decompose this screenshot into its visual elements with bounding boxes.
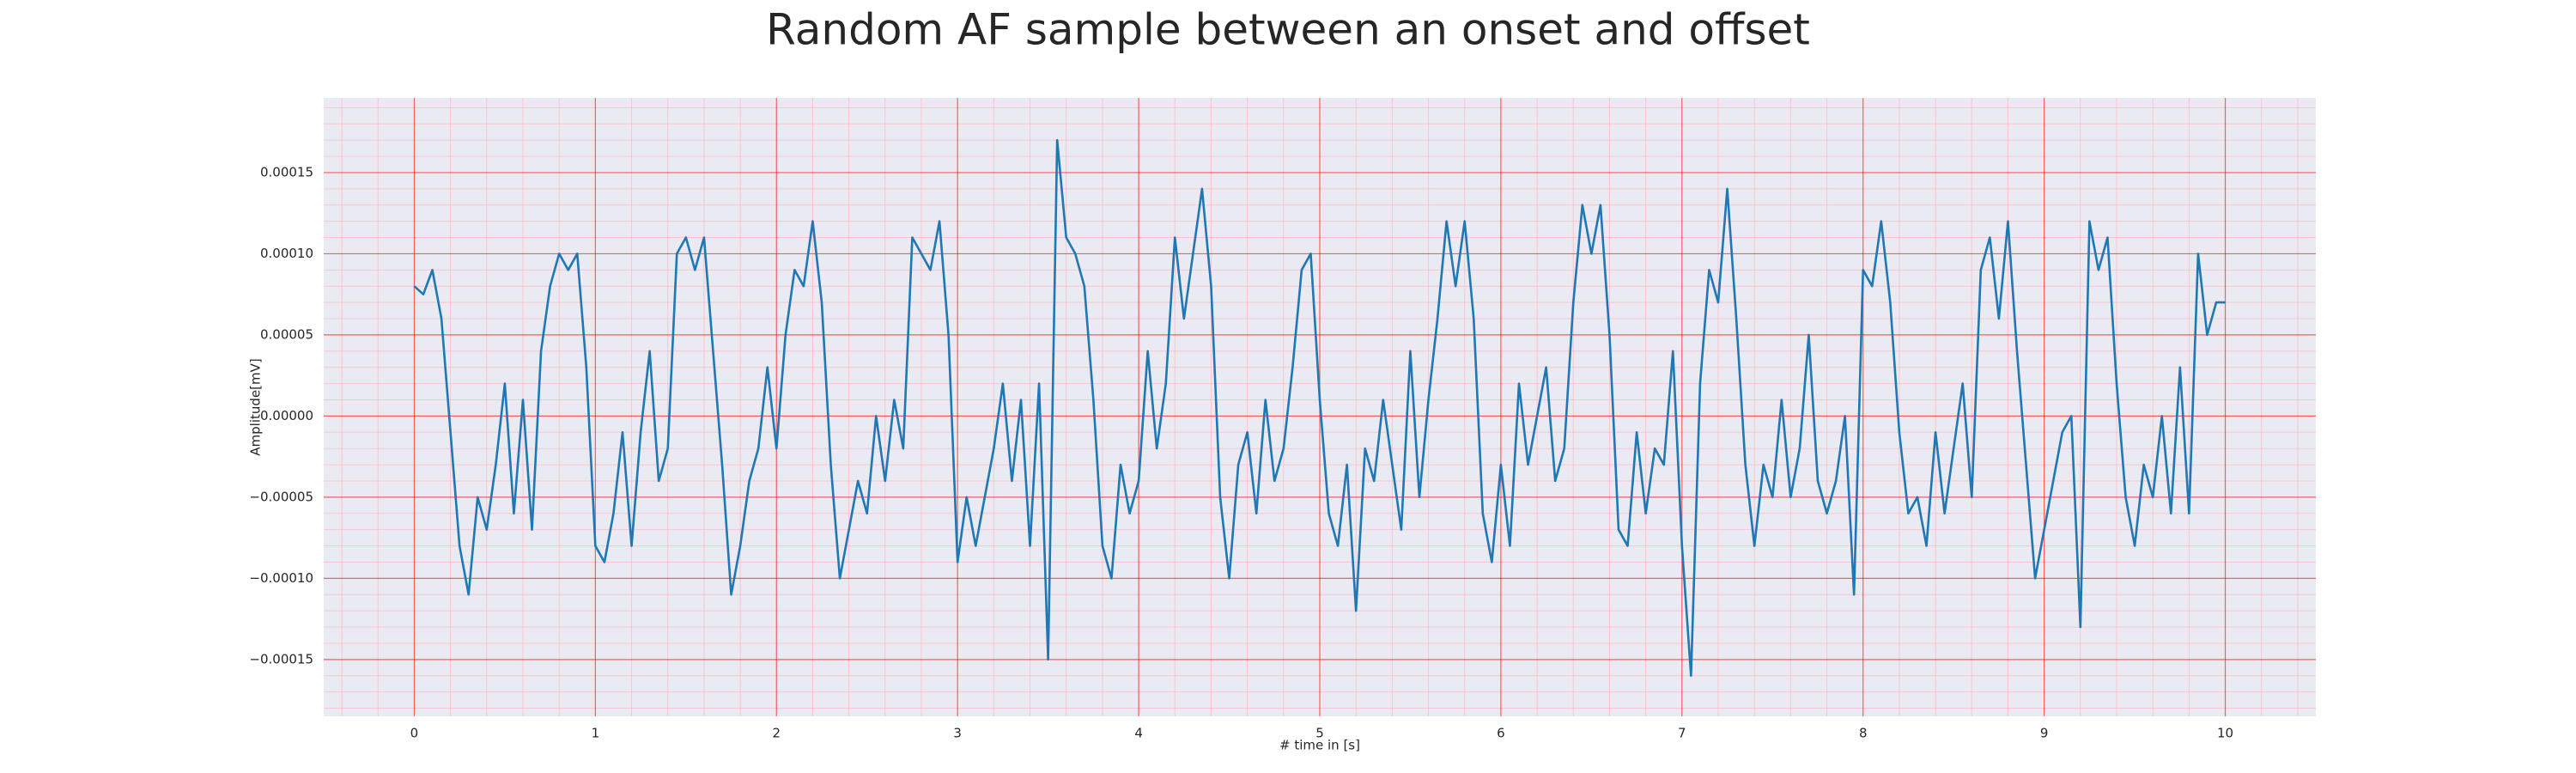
x-tick-label: 1 — [592, 726, 600, 741]
x-tick-label: 3 — [953, 726, 962, 741]
x-tick-label: 6 — [1497, 726, 1505, 741]
x-tick-label: 10 — [2217, 726, 2233, 741]
y-axis-label: Amplitude[mV] — [248, 358, 264, 455]
y-tick-label: −0.00005 — [249, 489, 313, 504]
chart-title: Random AF sample between an onset and of… — [766, 5, 1810, 55]
x-tick-label: 4 — [1134, 726, 1143, 741]
x-tick-label: 0 — [410, 726, 419, 741]
x-tick-label: 5 — [1315, 726, 1324, 741]
y-tick-label: 0.00010 — [260, 246, 313, 261]
x-tick-label: 7 — [1678, 726, 1686, 741]
y-tick-label: 0.00005 — [260, 326, 313, 342]
y-tick-label: 0.00000 — [260, 408, 313, 423]
signal-line — [413, 138, 2226, 678]
x-tick-label: 2 — [772, 726, 781, 741]
x-tick-label: 8 — [1859, 726, 1868, 741]
y-tick-label: −0.00010 — [249, 570, 313, 586]
x-tick-label: 9 — [2040, 726, 2049, 741]
x-axis-label: # time in [s] — [1279, 738, 1360, 753]
y-tick-label: −0.00015 — [249, 651, 313, 666]
y-tick-label: 0.00015 — [260, 164, 313, 180]
